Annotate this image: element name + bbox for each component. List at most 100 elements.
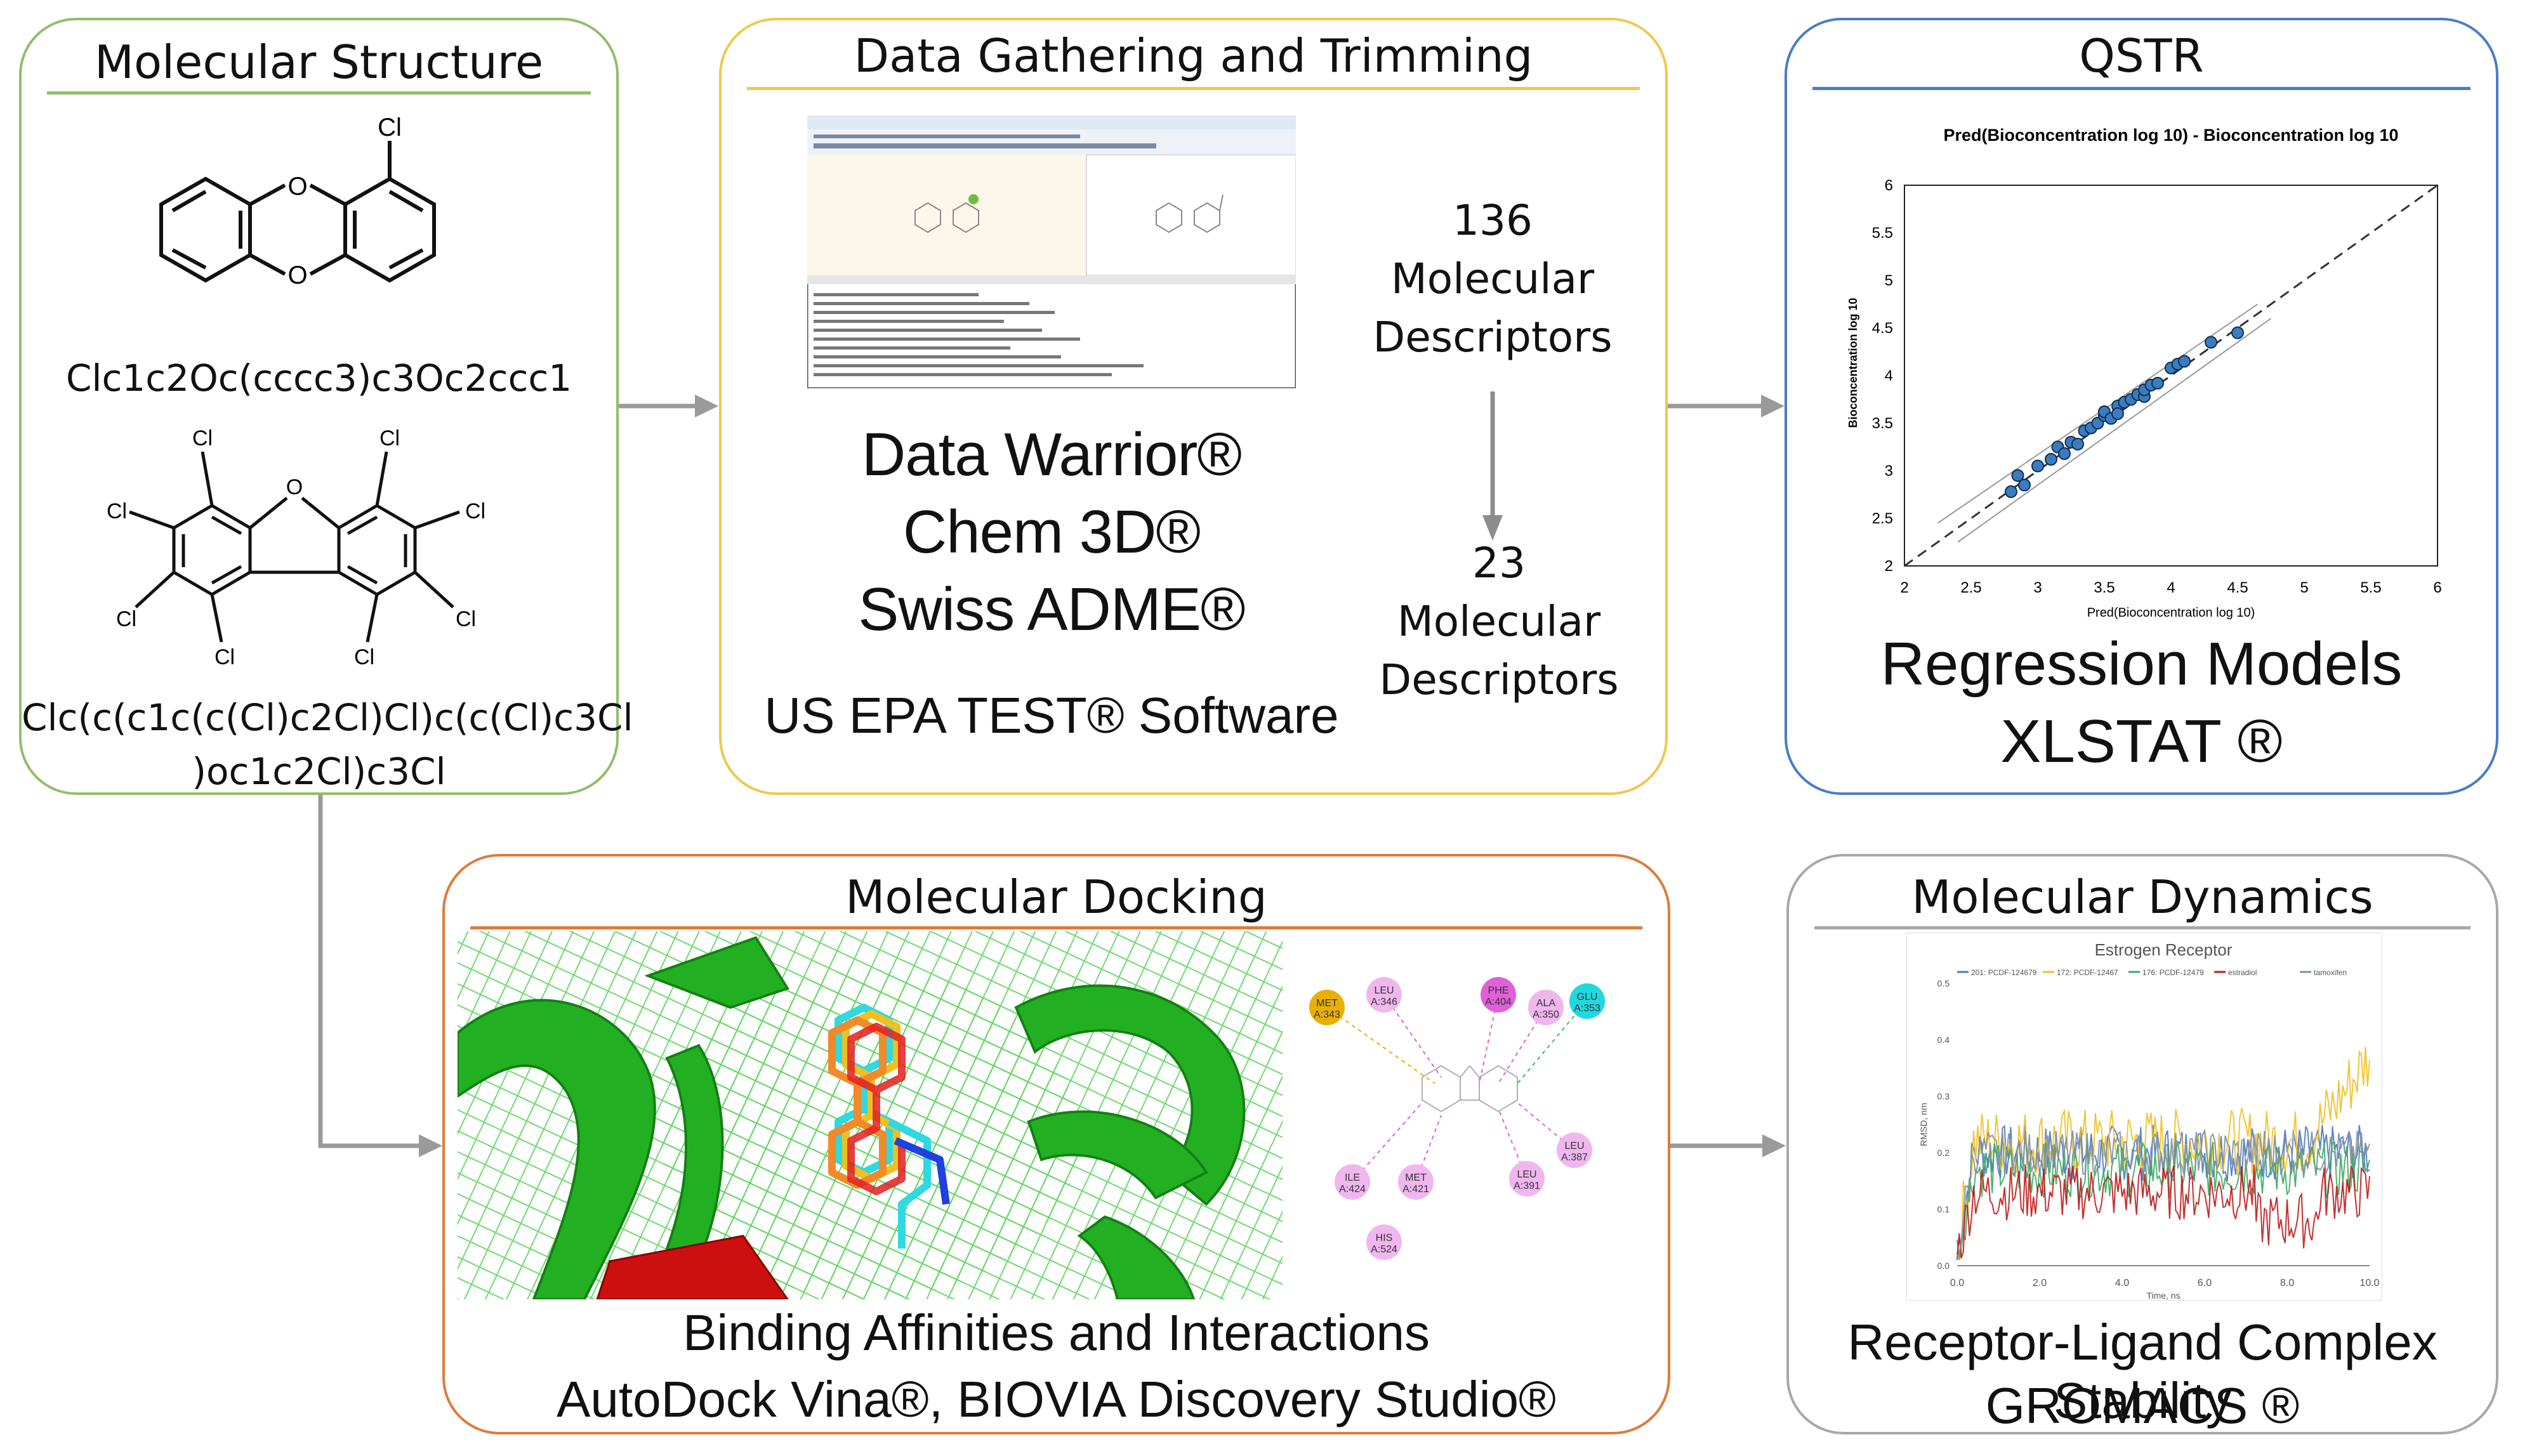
data-point [2011, 469, 2024, 482]
confidence-band-upper [1937, 303, 2259, 524]
atom-cl-label: Cl [378, 114, 402, 141]
residue-id: A:387 [1561, 1152, 1588, 1163]
y-tick-label: 0.4 [1937, 1035, 1950, 1045]
residue-node [1557, 1132, 1592, 1168]
x-tick-label: 3 [2033, 579, 2042, 596]
x-axis-label: Pred(Bioconcentration log 10) [2087, 606, 2255, 620]
y-tick-label: 3.5 [1872, 415, 1893, 432]
legend-label: tamoxifen [2314, 968, 2347, 977]
dynamics-caption-2: GROMACS ® [1985, 1377, 2300, 1434]
software-screenshot [807, 115, 1296, 388]
residue-id: A:353 [1574, 1003, 1600, 1014]
descriptors-after-count: 23 [1472, 539, 1526, 587]
residue-name: GLU [1577, 992, 1598, 1002]
residue-name: LEU [1564, 1141, 1584, 1151]
identity-line [1904, 184, 2438, 567]
residue-id: A:391 [1514, 1181, 1540, 1191]
x-tick-label: 6.0 [2198, 1278, 2212, 1289]
qstr-panel: QSTR Pred(Bioconcentration log 10) - Bio… [1785, 18, 2498, 795]
data-point [2178, 355, 2191, 368]
atom-o-label: O [286, 475, 303, 499]
residue-node [1366, 977, 1402, 1013]
data-point [2231, 326, 2244, 339]
descriptors-after: 23 Molecular Descriptors [1356, 534, 1642, 709]
data-point [2111, 407, 2124, 420]
x-tick-label: 4.0 [2115, 1278, 2129, 1289]
y-tick-label: 2.5 [1872, 510, 1893, 527]
confidence-band-lower [1957, 318, 2272, 543]
data-point [2071, 438, 2084, 450]
residue-node [1528, 990, 1564, 1025]
y-tick-label: 0.3 [1937, 1091, 1950, 1101]
y-tick-label: 2 [1885, 558, 1893, 575]
residue-id: A:346 [1371, 997, 1397, 1007]
atom-cl-label: Cl [456, 607, 476, 631]
data-point [2005, 485, 2017, 498]
qstr-caption-2: XLSTAT ® [2000, 707, 2283, 775]
smiles-2-line-1: Clc(c(c1c(c(Cl)c2Cl)Cl)c(c(Cl)c3Cl [22, 696, 633, 739]
molecular-structure-panel: Molecular Structure O O Cl Clc1c2Oc(cccc… [19, 18, 633, 795]
data-point [2045, 453, 2057, 466]
qstr-caption-1: Regression Models [1880, 630, 2403, 698]
dynamics-caption-1: Receptor-Ligand Complex Stability [1847, 1314, 2438, 1429]
x-tick-label: 4 [2167, 579, 2175, 596]
x-tick-label: 5 [2300, 579, 2308, 596]
docking-caption-2: AutoDock Vina®, BIOVIA Discovery Studio® [557, 1371, 1556, 1427]
dibenzofuran-structure: O Cl Cl Cl Cl Cl Cl Cl Cl [107, 426, 485, 669]
legend-label: estradiol [2228, 968, 2257, 977]
residue-node [1481, 977, 1516, 1013]
series-line [1956, 1047, 2370, 1259]
descriptors-before-label-1: Molecular [1390, 254, 1595, 303]
software-us-epa-test: US EPA TEST® Software [764, 687, 1339, 744]
x-tick-label: 4.5 [2227, 579, 2248, 596]
descriptors-before-count: 136 [1453, 196, 1533, 245]
arrow-head-icon [419, 1134, 442, 1157]
y-axis-label: Bioconcentration log 10 [1847, 298, 1859, 428]
software-data-warrior: Data Warrior® [861, 421, 1242, 489]
residue-id: A:404 [1485, 997, 1512, 1007]
molecular-dynamics-panel: Molecular Dynamics Estrogen Receptor 201:… [1786, 854, 2498, 1434]
x-tick-label: 6 [2433, 579, 2441, 596]
residue-node [1569, 983, 1605, 1019]
x-tick-label: 2.0 [2033, 1278, 2047, 1289]
docking-pose-image [458, 931, 1283, 1299]
dibenzodioxin-structure: O O Cl [159, 114, 436, 289]
qstr-title: QSTR [2079, 29, 2204, 82]
arrow-head-icon [1761, 395, 1785, 417]
residue-id: A:343 [1314, 1009, 1340, 1020]
y-tick-label: 3 [1885, 462, 1893, 480]
atom-cl-label: Cl [192, 426, 213, 450]
data-point [2205, 336, 2217, 349]
residue-node [1335, 1164, 1370, 1200]
y-tick-label: 4 [1885, 367, 1893, 384]
descriptors-after-label-2: Descriptors [1379, 655, 1619, 704]
software-swiss-adme: Swiss ADME® [858, 575, 1245, 643]
residue-id: A:424 [1339, 1184, 1366, 1195]
x-tick-label: 0.0 [1950, 1278, 1964, 1289]
residue-node [1366, 1224, 1402, 1260]
smiles-1: Clc1c2Oc(cccc3)c3Oc2ccc1 [65, 357, 572, 400]
descriptors-before: 136 Molecular Descriptors [1350, 192, 1635, 367]
residue-node [1509, 1161, 1545, 1197]
x-tick-label: 3.5 [2094, 579, 2115, 596]
chart-title: Estrogen Receptor [2095, 940, 2233, 959]
x-tick-label: 8.0 [2280, 1278, 2294, 1289]
residue-node [1398, 1164, 1434, 1200]
molecular-docking-panel: Molecular Docking [442, 854, 1670, 1434]
atom-cl-label: Cl [379, 426, 400, 450]
y-tick-label: 0.0 [1937, 1261, 1950, 1271]
y-tick-label: 5 [1885, 272, 1893, 289]
data-gathering-panel: Data Gathering and Trimming [719, 18, 1668, 795]
x-tick-label: 10.0 [2359, 1278, 2379, 1289]
series-line [1956, 1129, 2370, 1257]
residue-node [1309, 990, 1345, 1025]
qstr-scatter-chart: Pred(Bioconcentration log 10) - Bioconce… [1847, 126, 2442, 620]
atom-o-label: O [287, 261, 307, 289]
atom-cl-label: Cl [107, 499, 127, 523]
x-axis-label: Time, ns [2146, 1290, 2180, 1301]
atom-cl-label: Cl [354, 645, 374, 669]
residue-name: ALA [1536, 998, 1556, 1009]
residue-name: PHE [1488, 985, 1509, 996]
residue-id: A:524 [1371, 1244, 1397, 1255]
